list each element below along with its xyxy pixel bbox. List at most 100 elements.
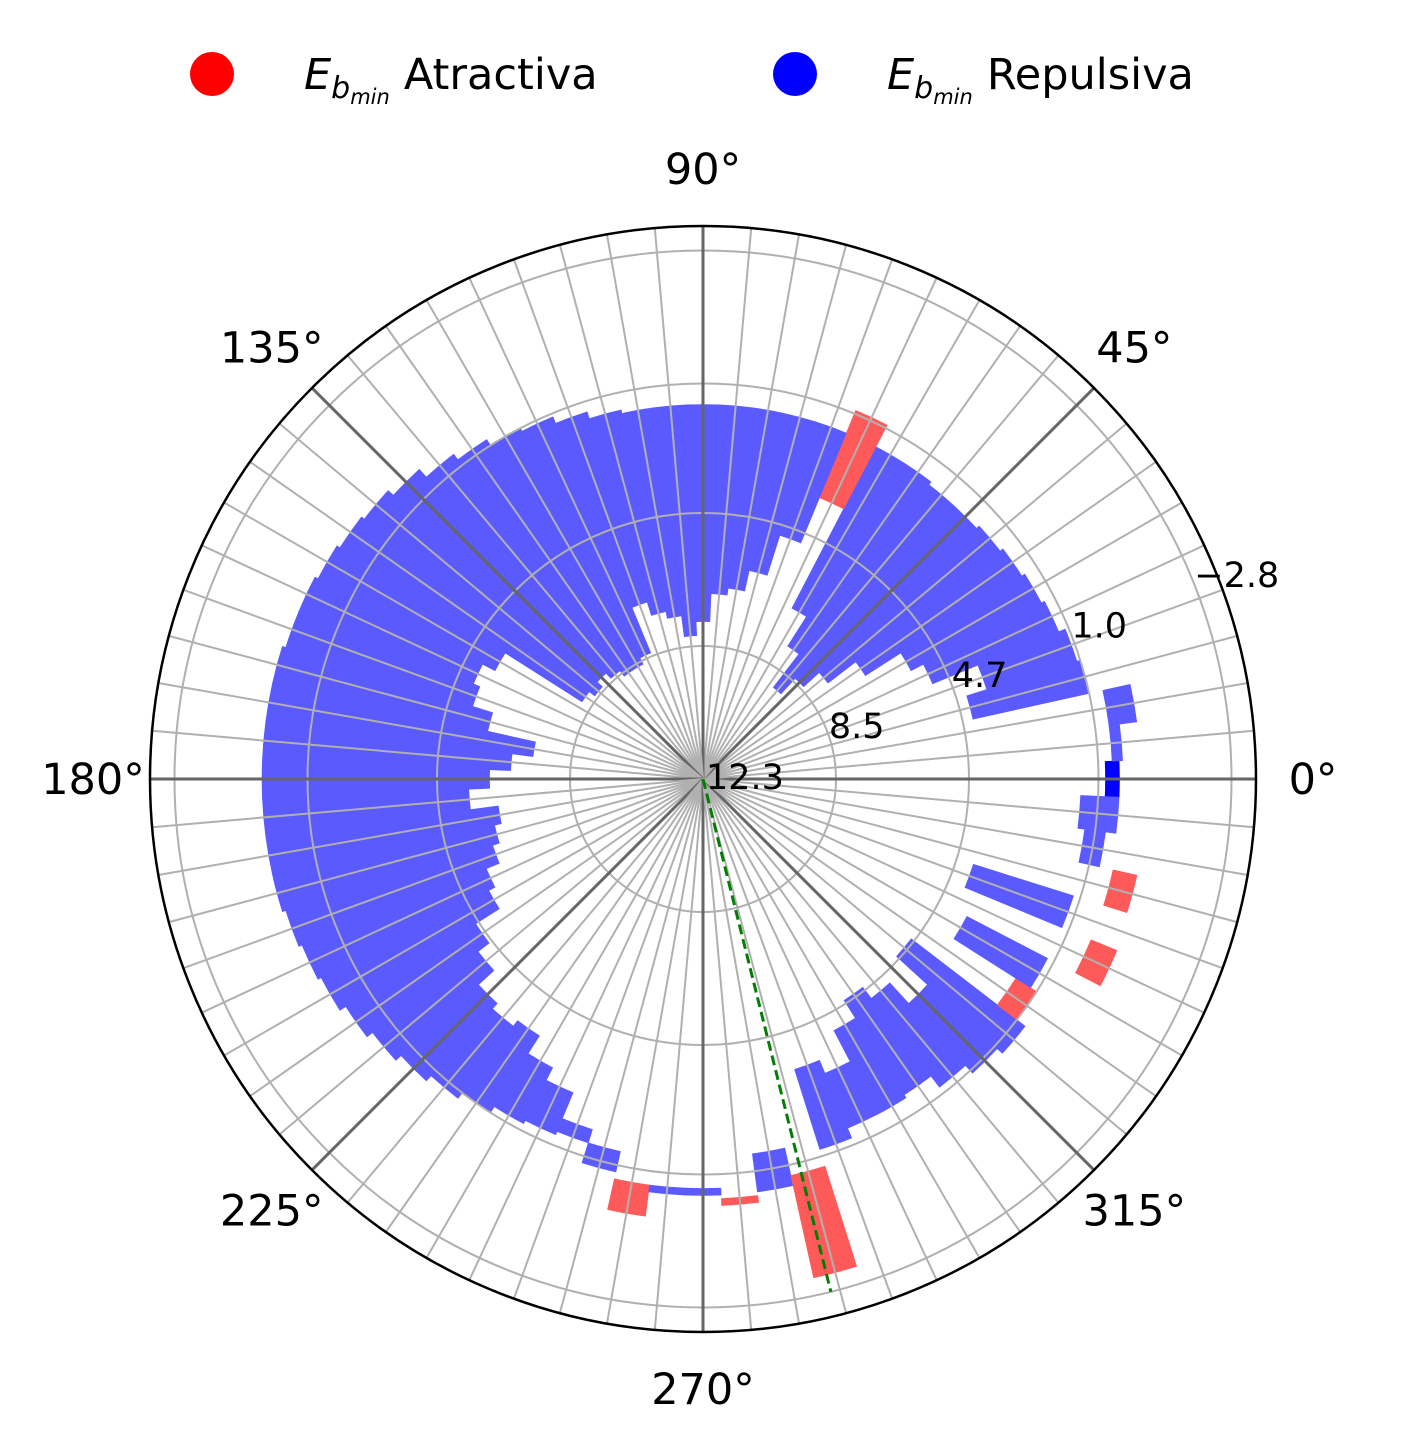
angular-gridline-55 bbox=[702, 325, 1022, 780]
angular-gridline-280 bbox=[702, 778, 801, 1324]
angular-gridline-70 bbox=[702, 259, 894, 780]
radial-tick-label-4: −2.8 bbox=[1194, 556, 1279, 596]
angular-gridline-330 bbox=[702, 778, 1183, 1057]
angular-gridline-140 bbox=[278, 422, 704, 780]
angular-gridline-120 bbox=[425, 299, 704, 780]
angular-gridline-350 bbox=[702, 778, 1248, 877]
angular-gridlines bbox=[150, 226, 1256, 1332]
angular-gridline-150 bbox=[223, 501, 704, 780]
angular-gridline-195 bbox=[168, 778, 704, 924]
legend-label-1: Ebmin Repulsiva bbox=[887, 50, 1194, 109]
angular-gridline-355 bbox=[702, 778, 1254, 829]
angle-tick-labels: 0° 45° 90° 135° 180° 225° 270° 315° bbox=[41, 145, 1337, 1415]
radial-tick-label-0: 12.3 bbox=[706, 758, 784, 798]
angular-gridline-165 bbox=[168, 634, 704, 780]
legend-marker-1 bbox=[773, 52, 817, 96]
angular-gridline-290 bbox=[702, 778, 894, 1299]
bar-210 bbox=[320, 890, 500, 1011]
angular-gridline-170 bbox=[158, 681, 704, 780]
radial-tick-labels: 12.3 8.5 4.7 1.0 −2.8 bbox=[706, 556, 1279, 798]
bar-20 bbox=[977, 628, 1078, 690]
angular-gridline-235 bbox=[384, 778, 704, 1233]
angular-gridline-305 bbox=[702, 778, 1022, 1233]
angular-gridline-5 bbox=[702, 729, 1254, 780]
bar-200 bbox=[285, 844, 500, 947]
angular-gridline-260 bbox=[605, 778, 704, 1324]
angular-gridline-255 bbox=[558, 778, 704, 1314]
bar-205 bbox=[301, 868, 496, 980]
angular-gridline-155 bbox=[201, 544, 704, 780]
angular-gridline-45 bbox=[701, 386, 1096, 781]
angular-gridline-200 bbox=[183, 778, 704, 970]
bar-300 bbox=[833, 1017, 907, 1115]
legend-marker-0 bbox=[190, 52, 234, 96]
angular-gridline-10 bbox=[702, 681, 1248, 780]
angular-gridline-295 bbox=[702, 778, 938, 1281]
angular-gridline-130 bbox=[346, 354, 704, 780]
angular-gridline-210 bbox=[223, 778, 704, 1057]
outer-circle bbox=[148, 224, 1258, 1334]
angular-gridline-85 bbox=[702, 228, 753, 780]
guide-dashed-line bbox=[701, 778, 833, 1293]
angular-gridline-160 bbox=[183, 588, 704, 780]
angular-gridline-100 bbox=[605, 234, 704, 780]
angular-gridline-320 bbox=[702, 778, 1128, 1136]
angular-gridline-40 bbox=[702, 422, 1128, 780]
angular-gridline-35 bbox=[702, 460, 1157, 780]
angle-tick-label-90: 90° bbox=[665, 145, 741, 195]
angular-gridline-105 bbox=[558, 244, 704, 780]
bar-290 bbox=[794, 1059, 853, 1150]
angular-gridline-310 bbox=[702, 778, 1060, 1204]
angular-gridline-345 bbox=[702, 778, 1238, 924]
legend-label-0: Ebmin Atractiva bbox=[304, 50, 598, 109]
angular-gridline-175 bbox=[152, 729, 704, 780]
angular-gridline-20 bbox=[702, 588, 1223, 780]
radial-tick-label-3: 1.0 bbox=[1071, 607, 1127, 647]
angular-gridline-125 bbox=[384, 325, 704, 780]
angular-gridline-65 bbox=[702, 277, 938, 780]
angular-gridline-300 bbox=[702, 778, 981, 1259]
angular-gridline-60 bbox=[702, 299, 981, 780]
angular-gridline-25 bbox=[702, 544, 1205, 780]
angular-gridline-225 bbox=[310, 777, 705, 1172]
angular-gridline-30 bbox=[702, 501, 1183, 780]
bar-30 bbox=[900, 573, 1042, 672]
angular-gridline-245 bbox=[468, 778, 704, 1281]
angular-gridline-220 bbox=[278, 778, 704, 1136]
polar-frame bbox=[148, 224, 1258, 1334]
angular-gridline-115 bbox=[468, 277, 704, 780]
angular-gridline-135 bbox=[310, 386, 705, 781]
angular-gridline-230 bbox=[346, 778, 704, 1204]
bar-195 bbox=[272, 824, 500, 912]
angular-gridline-265 bbox=[653, 778, 704, 1330]
bar-25 bbox=[923, 600, 1060, 685]
angle-tick-label-225: 225° bbox=[220, 1186, 324, 1236]
guide-line bbox=[701, 778, 833, 1293]
angular-gridline-50 bbox=[702, 354, 1060, 780]
angular-gridline-80 bbox=[702, 234, 801, 780]
angular-gridline-145 bbox=[249, 460, 704, 780]
angular-gridline-185 bbox=[152, 778, 704, 829]
radial-tick-label-1: 8.5 bbox=[829, 707, 885, 747]
radial-tick-label-2: 4.7 bbox=[952, 656, 1008, 696]
angular-gridline-340 bbox=[702, 778, 1223, 970]
angle-tick-label-270: 270° bbox=[651, 1365, 755, 1415]
angular-gridline-205 bbox=[201, 778, 704, 1014]
angular-gridline-110 bbox=[512, 259, 704, 780]
angular-gridline-315 bbox=[701, 777, 1096, 1172]
angular-gridline-15 bbox=[702, 634, 1238, 780]
angular-gridline-325 bbox=[702, 778, 1157, 1098]
angular-gridline-190 bbox=[158, 778, 704, 877]
angular-gridline-275 bbox=[702, 778, 753, 1330]
angle-tick-label-45: 45° bbox=[1096, 324, 1172, 374]
angular-gridline-285 bbox=[702, 778, 848, 1314]
angle-tick-label-135: 135° bbox=[220, 324, 324, 374]
angular-gridline-95 bbox=[653, 228, 704, 780]
bar-65 bbox=[819, 409, 888, 510]
angle-tick-label-0: 0° bbox=[1289, 755, 1338, 805]
angular-gridline-215 bbox=[249, 778, 704, 1098]
angular-gridline-250 bbox=[512, 778, 704, 1299]
angle-tick-label-180: 180° bbox=[41, 755, 145, 805]
angular-gridline-240 bbox=[425, 778, 704, 1259]
